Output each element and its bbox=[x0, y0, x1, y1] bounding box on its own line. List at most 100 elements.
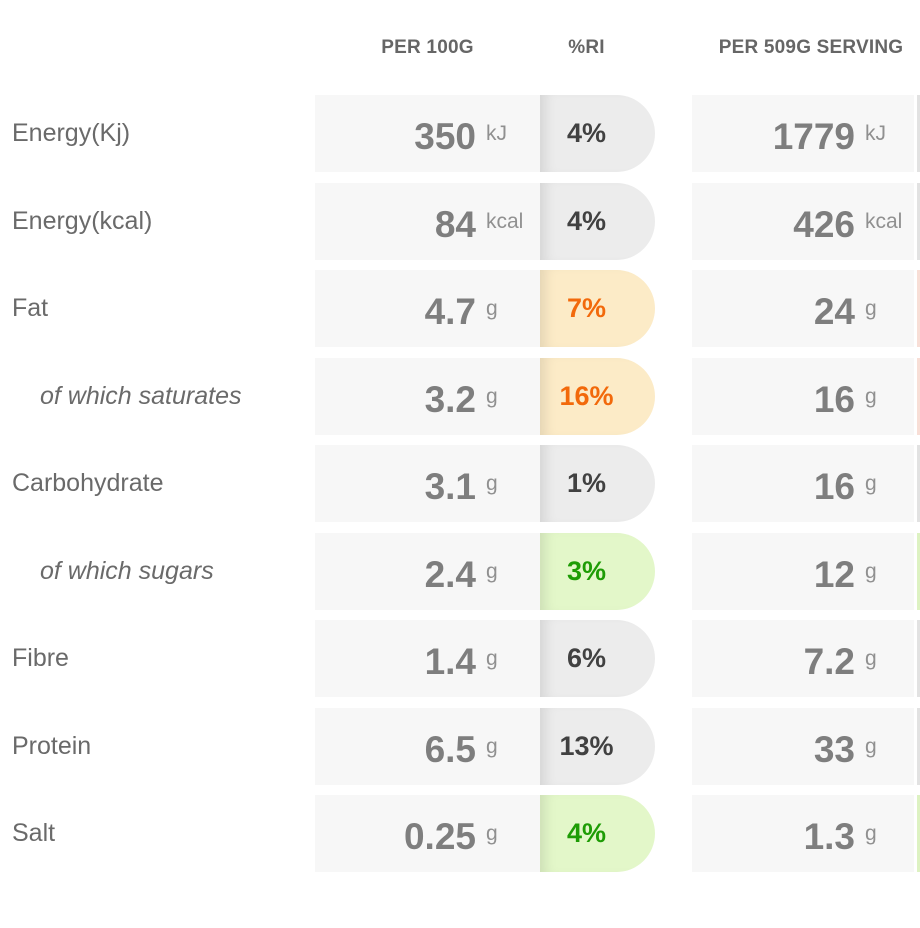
nutrient-label: Fat bbox=[12, 294, 49, 322]
serving-value: 12 bbox=[813, 553, 855, 595]
table-row: of which saturates 3.2 g 16% 16 g bbox=[0, 357, 920, 435]
per-100g-cell: 84 kcal bbox=[315, 182, 540, 260]
serving-unit-slot: g bbox=[855, 473, 914, 504]
per-serving-cell: 16 g bbox=[692, 357, 914, 435]
serving-unit: g bbox=[865, 472, 877, 495]
per-100g-value: 350 bbox=[414, 116, 476, 157]
per-100g-value: 3.2 bbox=[424, 378, 476, 420]
column-gap bbox=[655, 358, 692, 435]
column-gap bbox=[655, 533, 692, 610]
per-serving-cell: 426 kcal bbox=[692, 182, 914, 260]
serving-unit: kcal bbox=[865, 209, 903, 233]
nutrient-label: Fibre bbox=[12, 644, 69, 672]
per-100g-unit-slot: g bbox=[476, 823, 540, 854]
serving-unit-slot: g bbox=[855, 561, 914, 592]
per-100g-unit-slot: g bbox=[476, 736, 540, 767]
table-row: Protein 6.5 g 13% 33 g bbox=[0, 707, 920, 785]
per-100g-cell: 2.4 g bbox=[315, 532, 540, 610]
serving-ri-edge bbox=[917, 270, 920, 347]
serving-unit-slot: g bbox=[855, 736, 914, 767]
table-row: Fibre 1.4 g 6% 7.2 g bbox=[0, 620, 920, 697]
table-row: Energy(kcal) 84 kcal 4% 426 kcal bbox=[0, 182, 920, 260]
per-100g-unit: g bbox=[486, 559, 498, 583]
per-100g-unit-slot: g bbox=[476, 386, 540, 417]
table-row: of which sugars 2.4 g 3% 12 g bbox=[0, 532, 920, 610]
ri-value: 7% bbox=[566, 293, 607, 323]
per-100g-unit: g bbox=[486, 297, 498, 320]
ri-pill: 4% bbox=[540, 95, 655, 172]
edge-cell bbox=[914, 182, 920, 260]
serving-ri-edge bbox=[917, 795, 920, 872]
serving-unit: g bbox=[865, 734, 877, 758]
serving-ri-edge bbox=[917, 95, 920, 172]
serving-unit: g bbox=[865, 384, 877, 408]
table-row: Salt 0.25 g 4% 1.3 g bbox=[0, 795, 920, 872]
ri-value: 4% bbox=[566, 205, 607, 236]
per-100g-unit-slot: g bbox=[476, 561, 540, 592]
serving-ri-edge bbox=[917, 620, 920, 697]
nutrient-label: Energy(kcal) bbox=[12, 206, 153, 235]
ri-value: 4% bbox=[566, 118, 607, 148]
column-gap bbox=[655, 270, 692, 347]
serving-unit-slot: kJ bbox=[855, 123, 914, 154]
per-100g-cell: 1.4 g bbox=[315, 620, 540, 697]
edge-cell bbox=[914, 707, 920, 785]
edge-cell bbox=[914, 270, 920, 347]
per-100g-cell: 3.2 g bbox=[315, 357, 540, 435]
per-100g-value: 1.4 bbox=[424, 641, 476, 682]
per-serving-cell: 33 g bbox=[692, 707, 914, 785]
header-per-serving: PER 509G SERVING bbox=[718, 37, 904, 58]
per-100g-cell: 3.1 g bbox=[315, 445, 540, 522]
edge-cell bbox=[914, 357, 920, 435]
serving-value: 1779 bbox=[772, 116, 855, 157]
ri-value: 13% bbox=[559, 730, 614, 761]
serving-unit: kJ bbox=[865, 122, 886, 145]
serving-value: 16 bbox=[813, 466, 855, 507]
per-100g-unit: kJ bbox=[486, 122, 507, 145]
serving-value: 33 bbox=[813, 728, 855, 770]
serving-unit-slot: g bbox=[855, 648, 914, 679]
per-serving-cell: 12 g bbox=[692, 532, 914, 610]
column-gap bbox=[655, 445, 692, 522]
serving-value: 16 bbox=[813, 378, 855, 420]
serving-ri-edge bbox=[917, 357, 920, 435]
serving-ri-edge bbox=[917, 707, 920, 785]
table-row: Carbohydrate 3.1 g 1% 16 g bbox=[0, 445, 920, 522]
serving-unit-slot: kcal bbox=[855, 211, 914, 242]
edge-cell bbox=[914, 445, 920, 522]
per-100g-cell: 350 kJ bbox=[315, 95, 540, 172]
ri-value: 16% bbox=[559, 380, 614, 411]
ri-pill: 4% bbox=[540, 182, 655, 260]
per-100g-value: 84 bbox=[434, 203, 476, 245]
column-gap bbox=[655, 183, 692, 260]
serving-ri-edge bbox=[917, 532, 920, 610]
per-100g-value: 2.4 bbox=[424, 553, 476, 595]
per-100g-unit: kcal bbox=[486, 209, 524, 233]
serving-ri-edge bbox=[917, 182, 920, 260]
ri-value: 3% bbox=[566, 555, 607, 586]
column-gap bbox=[655, 708, 692, 785]
per-100g-cell: 0.25 g bbox=[315, 795, 540, 872]
per-serving-cell: 1.3 g bbox=[692, 795, 914, 872]
per-100g-unit-slot: g bbox=[476, 298, 540, 329]
serving-unit-slot: g bbox=[855, 823, 914, 854]
ri-pill: 1% bbox=[540, 445, 655, 522]
ri-pill: 6% bbox=[540, 620, 655, 697]
per-100g-value: 3.1 bbox=[424, 466, 476, 507]
table-header: PER 100G %RI PER 509G SERVING bbox=[0, 0, 920, 95]
per-100g-value: 6.5 bbox=[424, 728, 476, 770]
nutrient-label: of which saturates bbox=[40, 381, 242, 410]
serving-value: 1.3 bbox=[803, 816, 855, 857]
nutrient-label: Salt bbox=[12, 819, 56, 847]
per-100g-unit-slot: g bbox=[476, 473, 540, 504]
per-100g-unit-slot: kJ bbox=[476, 123, 540, 154]
serving-value: 24 bbox=[813, 291, 855, 332]
per-100g-unit-slot: kcal bbox=[476, 211, 540, 242]
per-serving-cell: 24 g bbox=[692, 270, 914, 347]
edge-cell bbox=[914, 795, 920, 872]
edge-cell bbox=[914, 620, 920, 697]
column-gap bbox=[655, 795, 692, 872]
per-serving-cell: 1779 kJ bbox=[692, 95, 914, 172]
ri-pill: 16% bbox=[540, 357, 655, 435]
ri-value: 4% bbox=[566, 818, 607, 848]
